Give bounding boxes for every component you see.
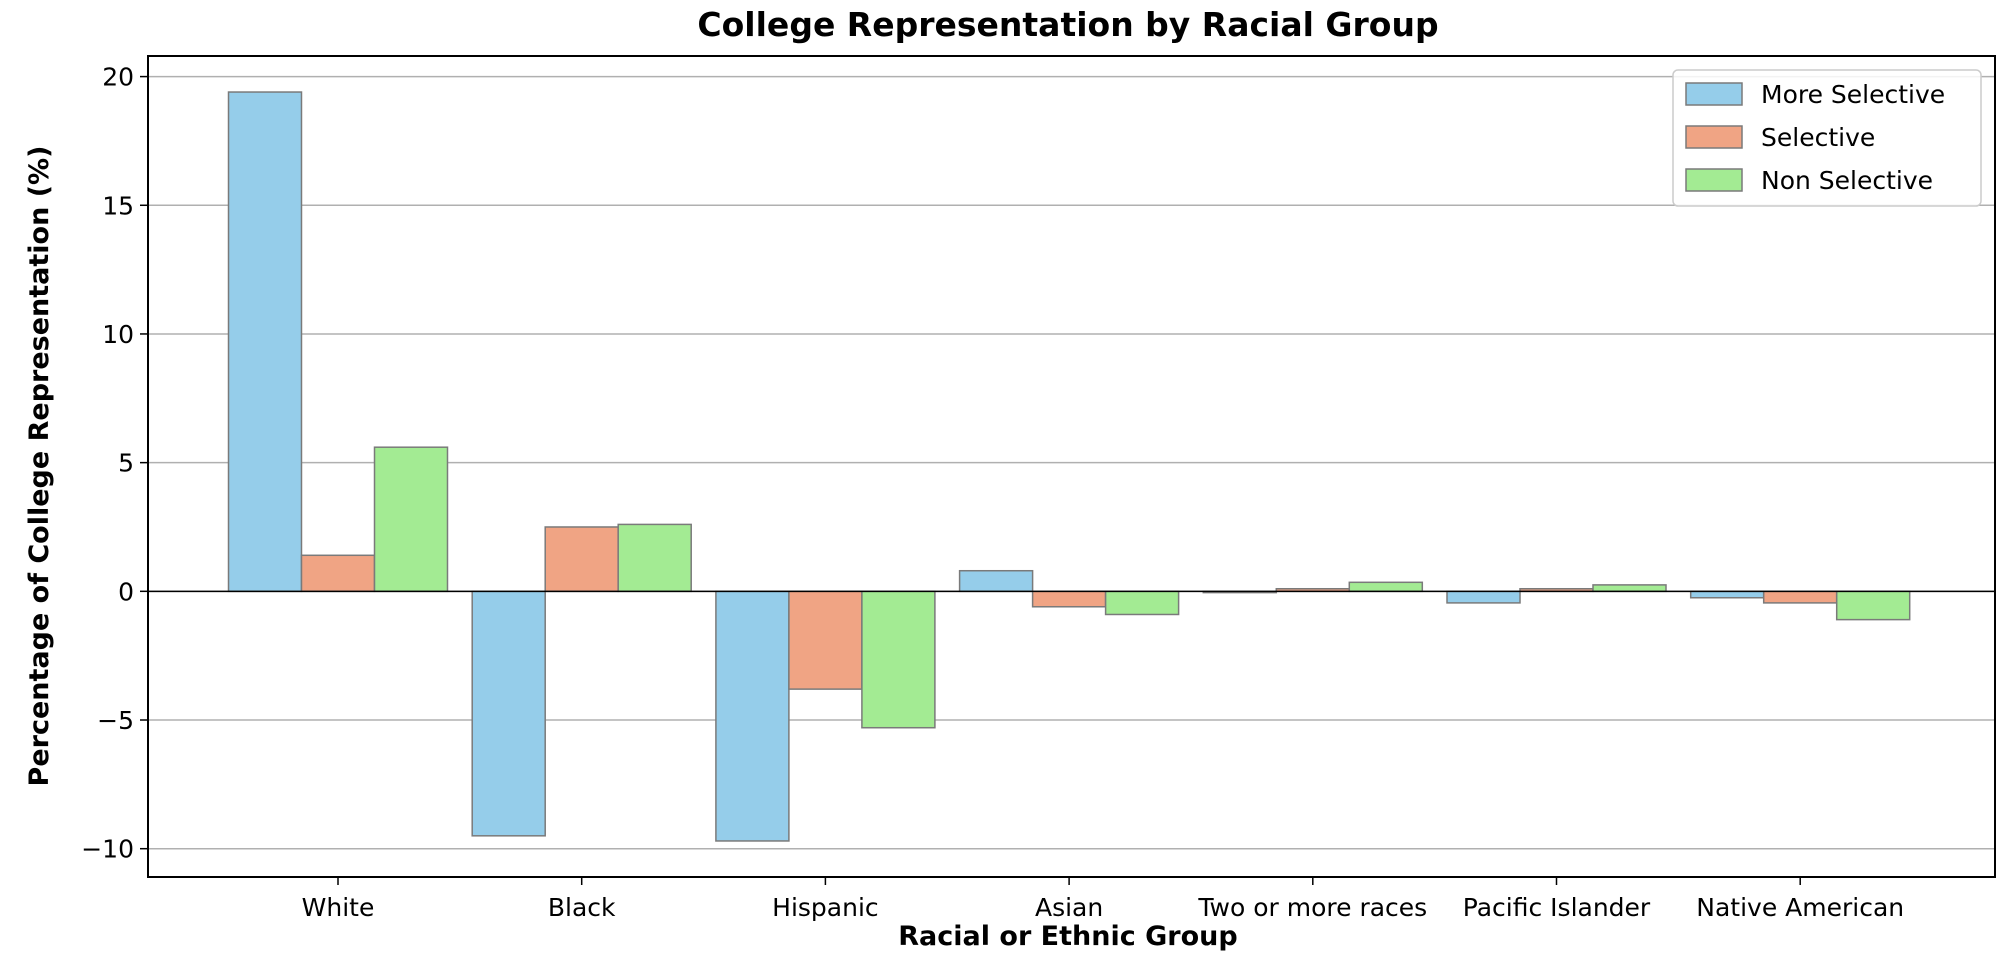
y-tick-label: 0 xyxy=(118,577,134,606)
bar-non-selective-hispanic xyxy=(861,590,936,729)
y-tick-label: 15 xyxy=(102,191,134,220)
x-tick-label: Native American xyxy=(1696,893,1904,922)
x-tick-label: Pacific Islander xyxy=(1463,893,1651,922)
legend-label: More Selective xyxy=(1761,80,1945,109)
legend-label: Non Selective xyxy=(1761,166,1933,195)
bar-more-selective-black xyxy=(471,590,546,837)
legend-label: Selective xyxy=(1761,123,1875,152)
bar-selective-white xyxy=(300,554,376,593)
bar-non-selective-two-or-more-races xyxy=(1348,581,1424,593)
plot-area: 20 15 10 5 0 −5 −10 White Black Hispanic Asian Two … xyxy=(81,55,1996,922)
legend-swatch-selective xyxy=(1685,125,1743,149)
y-tick-label: −10 xyxy=(81,835,134,864)
x-tick-label: Hispanic xyxy=(772,893,879,922)
bar-more-selective-hispanic xyxy=(715,590,790,842)
bar-non-selective-native-american xyxy=(1835,590,1911,621)
y-axis-label: Percentage of College Representation (%) xyxy=(24,146,55,787)
bar-selective-asian xyxy=(1031,590,1107,608)
x-tick-label: Black xyxy=(548,893,616,922)
bar-non-selective-white xyxy=(373,446,449,593)
legend-swatch-non-selective xyxy=(1685,168,1743,192)
y-tick-label: 5 xyxy=(118,449,134,478)
plot-frame xyxy=(147,55,1996,878)
bar-more-selective-pacific-islander xyxy=(1446,590,1521,604)
legend: More Selective Selective Non Selective xyxy=(1672,69,1982,207)
bar-selective-hispanic xyxy=(788,590,863,690)
chart-title: College Representation by Racial Group xyxy=(697,5,1438,44)
bar-more-selective-white xyxy=(227,91,303,593)
bar-more-selective-asian xyxy=(958,569,1034,593)
legend-box xyxy=(1672,69,1982,207)
legend-swatch-more-selective xyxy=(1685,82,1743,106)
y-tick-label: −5 xyxy=(97,706,134,735)
y-tick-label: 10 xyxy=(102,320,134,349)
x-tick-label: Two or more races xyxy=(1197,893,1427,922)
bar-non-selective-pacific-islander xyxy=(1592,584,1667,593)
bar-more-selective-native-american xyxy=(1689,590,1765,599)
x-axis-label: Racial or Ethnic Group xyxy=(898,921,1237,952)
bar-non-selective-black xyxy=(617,523,692,593)
bar-selective-native-american xyxy=(1762,590,1838,604)
x-tick-label: Asian xyxy=(1035,893,1103,922)
bar-non-selective-asian xyxy=(1104,590,1180,616)
bar-selective-black xyxy=(544,526,619,593)
y-tick-label: 20 xyxy=(102,63,134,92)
x-tick-label: White xyxy=(302,893,375,922)
